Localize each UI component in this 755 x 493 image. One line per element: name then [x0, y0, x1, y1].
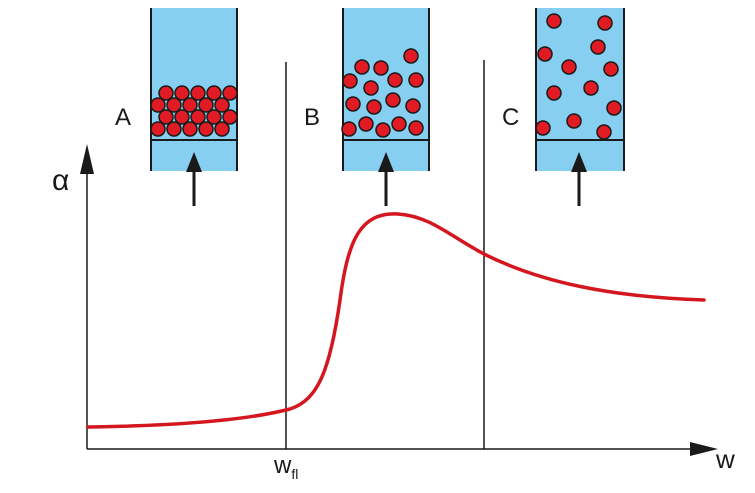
- particle: [408, 72, 424, 88]
- particle: [345, 96, 361, 112]
- y-axis-arrowhead: [80, 144, 94, 174]
- particle: [354, 59, 370, 75]
- particle: [566, 113, 582, 129]
- particle: [222, 109, 238, 125]
- particle: [174, 85, 190, 101]
- particle: [597, 15, 613, 31]
- particle: [408, 120, 424, 136]
- particle: [583, 80, 599, 96]
- particle: [535, 120, 551, 136]
- panel-label-c: C: [502, 104, 520, 131]
- y-axis-label: α: [52, 164, 70, 197]
- x-axis: [87, 442, 718, 456]
- particle: [358, 116, 374, 132]
- particle: [182, 97, 198, 113]
- panel-label-a: A: [115, 104, 132, 131]
- particle: [606, 100, 622, 116]
- particle: [590, 39, 606, 55]
- particle: [206, 85, 222, 101]
- particle: [166, 97, 182, 113]
- particle: [366, 99, 382, 115]
- particle: [603, 61, 619, 77]
- particle: [537, 46, 553, 62]
- particle: [546, 85, 562, 101]
- particle: [375, 122, 391, 138]
- particle: [405, 98, 421, 114]
- panel-label-b: B: [304, 104, 321, 131]
- particle: [158, 85, 174, 101]
- particle: [342, 73, 358, 89]
- particles-group: [341, 48, 424, 138]
- particles-group: [535, 13, 622, 140]
- particle: [391, 116, 407, 132]
- alpha-curve: [86, 212, 706, 429]
- particle: [387, 72, 403, 88]
- particle: [222, 85, 238, 101]
- particle: [166, 121, 182, 137]
- particles-group: [150, 85, 238, 137]
- particle: [363, 80, 379, 96]
- x-axis-label: w: [716, 444, 735, 474]
- particle: [150, 97, 166, 113]
- container-c: [535, 8, 625, 171]
- wfl-tick-label: wfl: [274, 452, 298, 482]
- y-axis: [80, 144, 94, 449]
- flow-arrow-a: [186, 152, 202, 206]
- particle: [373, 60, 389, 76]
- particle: [174, 109, 190, 125]
- x-axis-arrowhead: [690, 442, 718, 456]
- flow-arrow-b: [378, 152, 394, 206]
- particle: [182, 121, 198, 137]
- particle: [214, 121, 230, 137]
- particle: [190, 109, 206, 125]
- particle: [385, 92, 401, 108]
- fluid-fill: [343, 8, 429, 171]
- particle: [546, 13, 562, 29]
- container-a: [150, 8, 238, 171]
- particle: [198, 121, 214, 137]
- particle: [214, 97, 230, 113]
- particle: [561, 59, 577, 75]
- particle: [341, 121, 357, 137]
- particle: [206, 109, 222, 125]
- wfl-main: w: [274, 452, 292, 479]
- particle: [198, 97, 214, 113]
- particle: [158, 109, 174, 125]
- container-b: [341, 8, 430, 171]
- flow-arrow-c: [571, 152, 587, 206]
- particle: [403, 48, 419, 64]
- particle: [150, 121, 166, 137]
- particle: [596, 124, 612, 140]
- wfl-subscript: fl: [291, 466, 299, 482]
- particle: [190, 85, 206, 101]
